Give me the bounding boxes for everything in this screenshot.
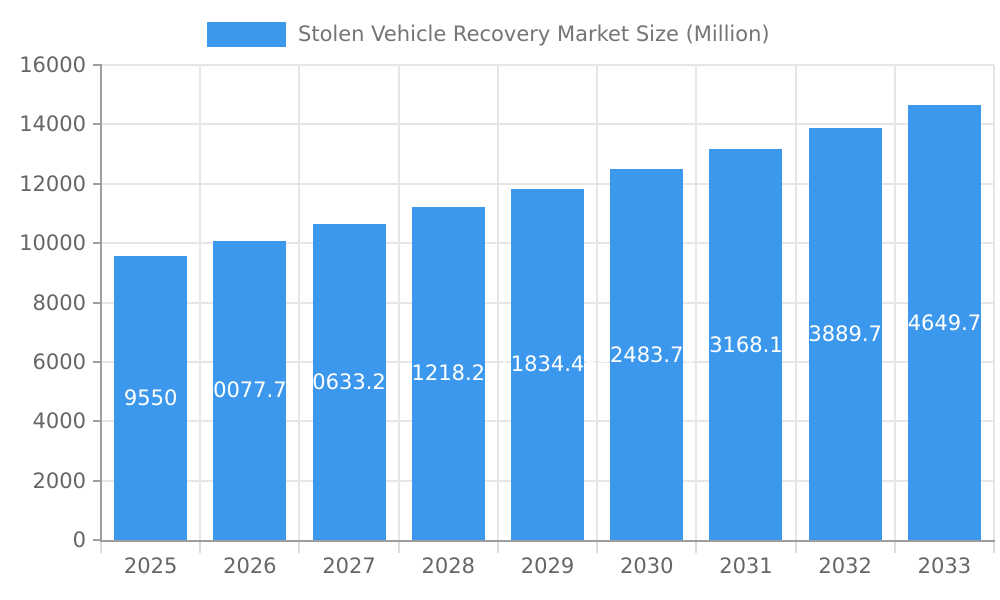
x-axis-category-label: 2033	[917, 554, 972, 578]
y-axis-tick	[93, 420, 101, 423]
horizontal-gridline	[101, 123, 994, 126]
vertical-gridline	[397, 65, 400, 540]
x-axis-category-label: 2026	[223, 554, 277, 578]
x-axis-tick	[794, 542, 797, 553]
vertical-gridline	[893, 65, 896, 540]
y-axis-tick	[93, 123, 101, 126]
x-axis-category-label: 2030	[619, 554, 674, 578]
vertical-gridline	[496, 65, 499, 540]
legend-swatch-icon	[207, 21, 286, 47]
x-axis-category-label: 2025	[123, 554, 178, 578]
x-axis-line	[100, 540, 995, 542]
bar[interactable]: 10077.75	[200, 240, 300, 540]
x-axis-category-label: 2028	[421, 554, 475, 578]
y-axis-tick	[93, 242, 101, 245]
bar[interactable]: 13168.15	[696, 149, 796, 540]
x-axis-tick	[397, 542, 400, 553]
y-axis-line	[100, 64, 102, 542]
y-axis-tick-label: 2000	[32, 468, 86, 493]
bar[interactable]: 11218.25	[398, 206, 498, 540]
bar-value-label: 11218.25	[398, 361, 499, 386]
x-axis-category-label: 2032	[818, 554, 872, 578]
x-axis-tick	[199, 542, 202, 553]
bar-value-label: 11834.45	[497, 352, 598, 377]
y-axis-tick	[93, 360, 101, 363]
bar-value-label: 13168.15	[695, 332, 797, 357]
y-axis-tick	[93, 479, 101, 482]
bar-value-label: 13889.75	[795, 321, 896, 346]
x-axis-tick	[496, 542, 499, 553]
y-axis-tick	[93, 182, 101, 185]
x-axis-tick	[893, 542, 896, 553]
y-axis-tick-label: 14000	[19, 112, 86, 137]
y-axis-tick-label: 8000	[32, 290, 86, 315]
y-axis-tick-label: 10000	[19, 231, 86, 256]
bar[interactable]: 11834.45	[497, 188, 598, 540]
bar-value-label: 10633.25	[298, 370, 400, 395]
x-axis-tick	[596, 542, 599, 553]
y-axis-tick-label: 6000	[32, 349, 86, 374]
x-axis-category-label: 2029	[520, 554, 575, 578]
bar[interactable]: 12483.75	[597, 169, 697, 540]
bar-value-label: 10077.75	[199, 378, 300, 403]
bar[interactable]: 14649.75	[894, 105, 994, 540]
bar-value-label: 9550	[123, 386, 178, 411]
y-axis-tick	[93, 64, 101, 66]
y-axis-tick	[93, 301, 101, 304]
y-axis-tick-label: 16000	[19, 53, 86, 77]
x-axis-tick	[695, 542, 698, 553]
y-axis-tick-label: 12000	[19, 171, 86, 196]
legend[interactable]: Stolen Vehicle Recovery Market Size (Mil…	[207, 21, 770, 47]
bar-value-label: 14649.75	[894, 310, 995, 335]
vertical-gridline	[596, 65, 599, 540]
y-axis-tick-label: 0	[72, 528, 86, 552]
x-axis-tick	[993, 542, 995, 553]
legend-label: Stolen Vehicle Recovery Market Size (Mil…	[298, 22, 770, 46]
horizontal-gridline	[101, 182, 994, 185]
vertical-gridline	[298, 65, 301, 540]
vertical-gridline	[695, 65, 698, 540]
x-axis-category-label: 2027	[322, 554, 376, 578]
bar-value-label: 12483.75	[596, 342, 697, 367]
vertical-gridline	[993, 65, 995, 540]
horizontal-gridline	[101, 64, 994, 66]
x-axis-tick	[298, 542, 301, 553]
bar[interactable]: 13889.75	[795, 127, 895, 540]
y-axis-tick-label: 4000	[32, 409, 86, 434]
bar[interactable]: 10633.25	[299, 224, 399, 540]
x-axis-tick	[100, 542, 102, 553]
y-axis-tick	[93, 539, 101, 541]
vertical-gridline	[199, 65, 202, 540]
bar[interactable]: 9550	[114, 256, 188, 540]
x-axis-category-label: 2031	[719, 554, 773, 578]
vertical-gridline	[794, 65, 797, 540]
